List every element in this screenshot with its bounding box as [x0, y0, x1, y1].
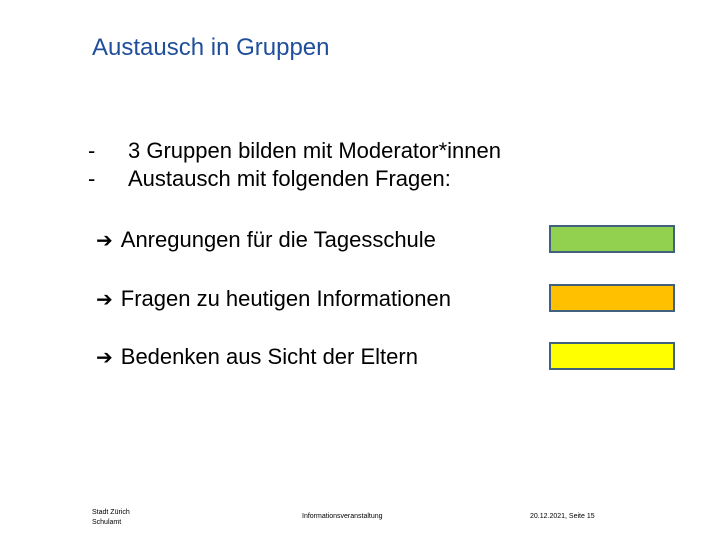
- color-swatch-green: [549, 225, 675, 253]
- footer-date-page: 20.12.2021, Seite 15: [530, 513, 595, 520]
- color-swatch-orange: [549, 284, 675, 312]
- bullet-dash: -: [88, 138, 96, 163]
- bullet-item: - 3 Gruppen bilden mit Moderator*innen: [88, 137, 501, 165]
- bullet-text: 3 Gruppen bilden mit Moderator*innen: [128, 138, 502, 163]
- footer-org-line2: Schulamt: [92, 519, 122, 526]
- question-text: Bedenken aus Sicht der Eltern: [120, 344, 418, 369]
- question-item-suggestions: ➔ Anregungen für die Tagesschule: [96, 224, 436, 256]
- question-text: Fragen zu heutigen Informationen: [120, 286, 451, 311]
- question-item-questions: ➔ Fragen zu heutigen Informationen: [96, 283, 451, 315]
- bullet-item: - Austausch mit folgenden Fragen:: [88, 165, 501, 193]
- footer-event: Informationsveranstaltung: [302, 513, 383, 520]
- slide-title: Austausch in Gruppen: [92, 34, 330, 61]
- right-arrow-icon: ➔: [96, 287, 113, 311]
- right-arrow-icon: ➔: [96, 345, 113, 369]
- footer-organization: Stadt Zürich Schulamt: [92, 508, 130, 528]
- bullet-list: - 3 Gruppen bilden mit Moderator*innen -…: [88, 137, 501, 193]
- bullet-text: Austausch mit folgenden Fragen:: [128, 166, 451, 191]
- footer-org-line1: Stadt Zürich: [92, 509, 130, 516]
- bullet-dash: -: [88, 166, 96, 191]
- color-swatch-yellow: [549, 342, 675, 370]
- question-text: Anregungen für die Tagesschule: [120, 227, 436, 252]
- right-arrow-icon: ➔: [96, 228, 113, 252]
- question-item-concerns: ➔ Bedenken aus Sicht der Eltern: [96, 341, 418, 373]
